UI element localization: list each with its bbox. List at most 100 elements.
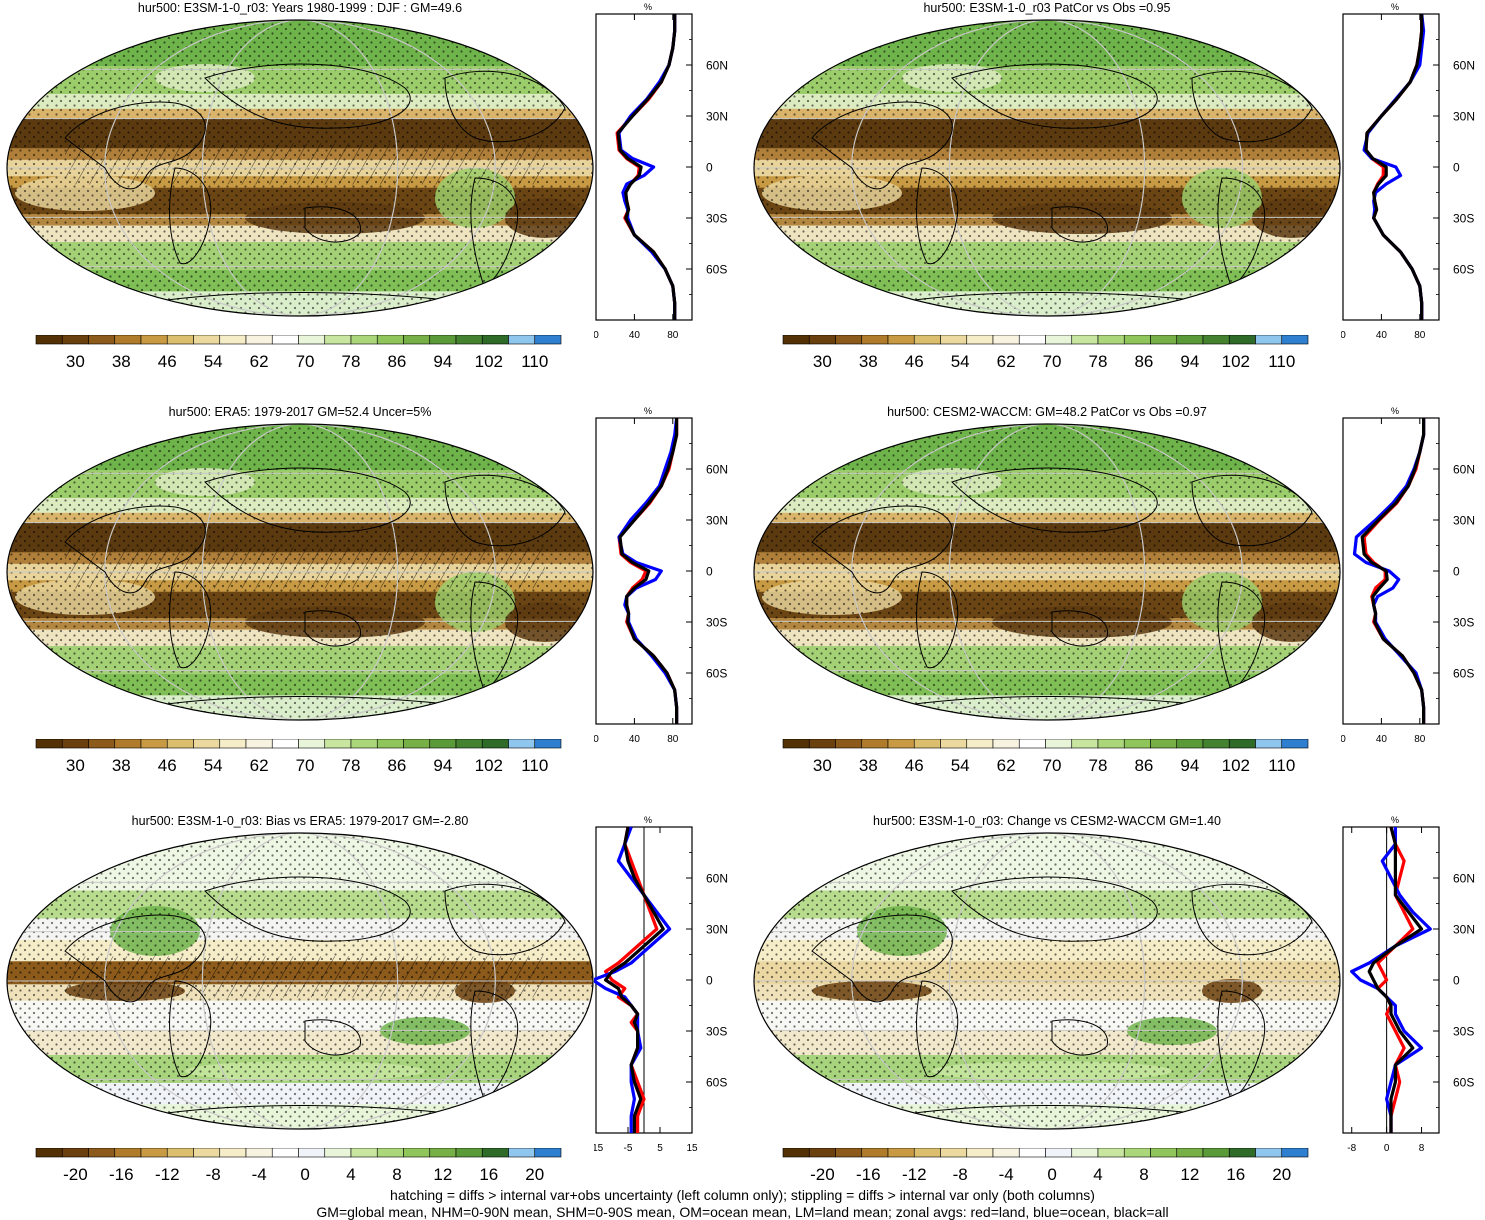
colorbar-swatch xyxy=(1255,739,1283,749)
colorbar-label: 38 xyxy=(112,352,131,371)
colorbar-swatch xyxy=(245,1148,273,1158)
colorbar-swatch xyxy=(913,739,941,749)
lat-tick-label: 60N xyxy=(706,872,728,886)
colorbar-swatch xyxy=(782,1148,810,1158)
colorbar-swatch xyxy=(193,1148,221,1158)
colorbar-label: 62 xyxy=(997,756,1016,775)
colorbar-swatch xyxy=(1097,1148,1125,1158)
colorbar-swatch xyxy=(1123,739,1151,749)
colorbar: 30 38 46 54 62 70 78 86 94 102 110 xyxy=(35,335,562,371)
colorbar-swatch xyxy=(455,1148,483,1158)
lat-tick-label: 0 xyxy=(1453,565,1460,579)
colorbar-label: 12 xyxy=(433,1165,452,1184)
colorbar-swatch xyxy=(429,739,457,749)
colorbar-label: 62 xyxy=(250,756,269,775)
colorbar-swatch xyxy=(861,1148,889,1158)
all-line xyxy=(616,14,677,320)
colorbar-swatch xyxy=(1150,739,1178,749)
colorbar-swatch xyxy=(481,1148,509,1158)
colorbar-swatch xyxy=(245,335,273,345)
colorbar-swatch xyxy=(1228,335,1256,345)
lat-tick-label: 30S xyxy=(706,212,727,226)
colorbar-label: 102 xyxy=(1222,756,1250,775)
colorbar-swatch xyxy=(1045,335,1073,345)
lat-tick-label: 60N xyxy=(1453,463,1475,477)
colorbar-label: 110 xyxy=(521,756,548,775)
colorbar-swatch xyxy=(376,335,404,345)
colorbar-label: 70 xyxy=(296,756,315,775)
colorbar: -20 -16 -12 -8 -4 0 4 8 12 16 20 xyxy=(782,1148,1309,1184)
colorbar: -20 -16 -12 -8 -4 0 4 8 12 16 20 xyxy=(35,1148,562,1184)
colorbar-label: 46 xyxy=(158,352,177,371)
lat-tick-label: 0 xyxy=(706,974,713,988)
colorbar-swatch xyxy=(940,739,968,749)
colorbar-swatch xyxy=(298,739,326,749)
zonal-profile: % 60N 30N 0 30S 60S 0 40 80 xyxy=(1341,2,1475,341)
x-tick-label: 80 xyxy=(667,330,679,341)
colorbar-swatch xyxy=(403,739,431,749)
colorbar-swatch xyxy=(1071,1148,1099,1158)
lat-tick-label: 60S xyxy=(1453,263,1474,277)
colorbar-swatch xyxy=(861,739,889,749)
colorbar-swatch xyxy=(887,1148,915,1158)
colorbar-swatch xyxy=(245,739,273,749)
colorbar-swatch xyxy=(61,1148,89,1158)
colorbar-swatch xyxy=(481,335,509,345)
profile-unit: % xyxy=(1391,2,1399,12)
colorbar-swatch xyxy=(534,1148,562,1158)
lat-tick-label: 60N xyxy=(1453,59,1475,73)
colorbar-swatch xyxy=(350,739,378,749)
profile-unit: % xyxy=(644,2,652,12)
colorbar-label: 86 xyxy=(1134,352,1153,371)
panel-title: hur500: E3SM-1-0_r03 PatCor vs Obs =0.95 xyxy=(923,1,1171,15)
colorbar-swatch xyxy=(966,335,994,345)
colorbar-swatch xyxy=(992,335,1020,345)
colorbar-swatch xyxy=(1097,739,1125,749)
colorbar-swatch xyxy=(114,335,142,345)
panel-title: hur500: E3SM-1-0_r03: Years 1980-1999 : … xyxy=(137,1,463,15)
colorbar-label: 30 xyxy=(66,352,85,371)
colorbar-swatch xyxy=(861,335,889,345)
colorbar-label: -16 xyxy=(856,1165,881,1184)
colorbar-swatch xyxy=(887,739,915,749)
x-tick-label: 5 xyxy=(657,1143,663,1154)
colorbar-label: 110 xyxy=(1268,352,1295,371)
colorbar-swatch xyxy=(271,1148,299,1158)
colorbar-swatch xyxy=(1202,335,1230,345)
panel-title: hur500: ERA5: 1979-2017 GM=52.4 Uncer=5% xyxy=(168,405,432,419)
colorbar-swatch xyxy=(782,335,810,345)
colorbar-label: 78 xyxy=(342,756,361,775)
profile-unit: % xyxy=(1391,815,1399,825)
colorbar-label: 94 xyxy=(1180,756,1199,775)
colorbar-swatch xyxy=(1176,335,1204,345)
colorbar-label: 16 xyxy=(1226,1165,1245,1184)
colorbar-swatch xyxy=(940,1148,968,1158)
colorbar-swatch xyxy=(887,335,915,345)
colorbar-swatch xyxy=(114,1148,142,1158)
colorbar-label: 110 xyxy=(1268,756,1295,775)
colorbar-label: 54 xyxy=(204,756,223,775)
colorbar-swatch xyxy=(966,739,994,749)
footer-line-2: GM=global mean, NHM=0-90N mean, SHM=0-90… xyxy=(316,1204,1169,1220)
colorbar-swatch xyxy=(1045,1148,1073,1158)
colorbar-swatch xyxy=(1018,739,1046,749)
zonal-profile: % 60N 30N 0 30S 60S -8 0 8 xyxy=(1342,815,1475,1154)
colorbar-label: 4 xyxy=(346,1165,355,1184)
colorbar-label: 54 xyxy=(204,352,223,371)
zonal-profile: % 60N 30N 0 30S 60S 0 40 80 xyxy=(1341,406,1475,745)
colorbar-swatch xyxy=(835,739,863,749)
x-tick-label: 15 xyxy=(686,1143,698,1154)
lat-tick-label: 30N xyxy=(1453,110,1475,124)
x-tick-label: 40 xyxy=(1376,330,1388,341)
colorbar-swatch xyxy=(1176,1148,1204,1158)
colorbar-label: 30 xyxy=(66,756,85,775)
colorbar-swatch xyxy=(835,335,863,345)
colorbar-swatch xyxy=(782,739,810,749)
colorbar-label: 94 xyxy=(433,352,452,371)
colorbar: 30 38 46 54 62 70 78 86 94 102 110 xyxy=(782,739,1309,775)
colorbar-swatch xyxy=(992,1148,1020,1158)
lat-tick-label: 60S xyxy=(706,667,727,681)
colorbar-label: 16 xyxy=(479,1165,498,1184)
lat-tick-label: 30N xyxy=(706,514,728,528)
colorbar-label: -12 xyxy=(155,1165,180,1184)
